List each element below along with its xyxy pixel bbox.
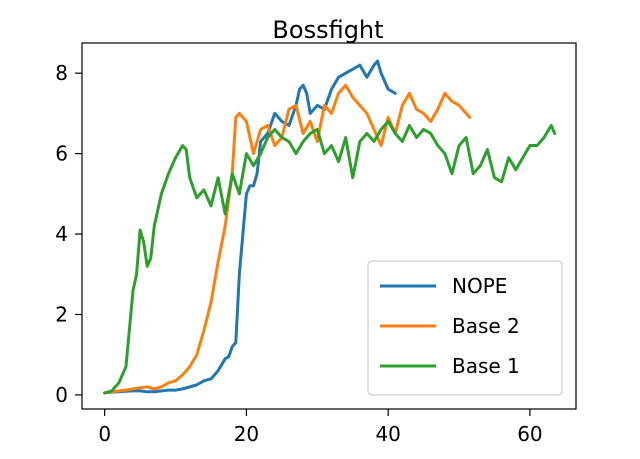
legend-label: NOPE — [452, 274, 507, 298]
series-line-nope — [103, 59, 397, 395]
legend-box — [367, 260, 563, 396]
x-tick-label: 60 — [517, 422, 542, 446]
series-lines — [103, 59, 557, 395]
y-tick-label: 4 — [55, 222, 68, 246]
y-tick-label: 0 — [55, 383, 68, 407]
legend-label: Base 2 — [452, 314, 520, 338]
x-tick-label: 20 — [234, 422, 259, 446]
legend: NOPE Base 2 Base 1 — [367, 260, 563, 396]
y-tick-label: 2 — [55, 302, 68, 326]
series-line-base-1 — [103, 119, 557, 395]
axes: 0 20 40 60 0 2 4 6 8 — [55, 42, 577, 446]
x-tick-label: 40 — [375, 422, 400, 446]
y-tick-label: 8 — [55, 61, 68, 85]
legend-label: Base 1 — [452, 354, 520, 378]
x-tick-label: 0 — [98, 422, 111, 446]
chart-title: Bossfight — [272, 16, 383, 44]
series-line-base-2 — [103, 83, 472, 395]
y-tick-label: 6 — [55, 142, 68, 166]
plot-frame — [81, 42, 577, 410]
